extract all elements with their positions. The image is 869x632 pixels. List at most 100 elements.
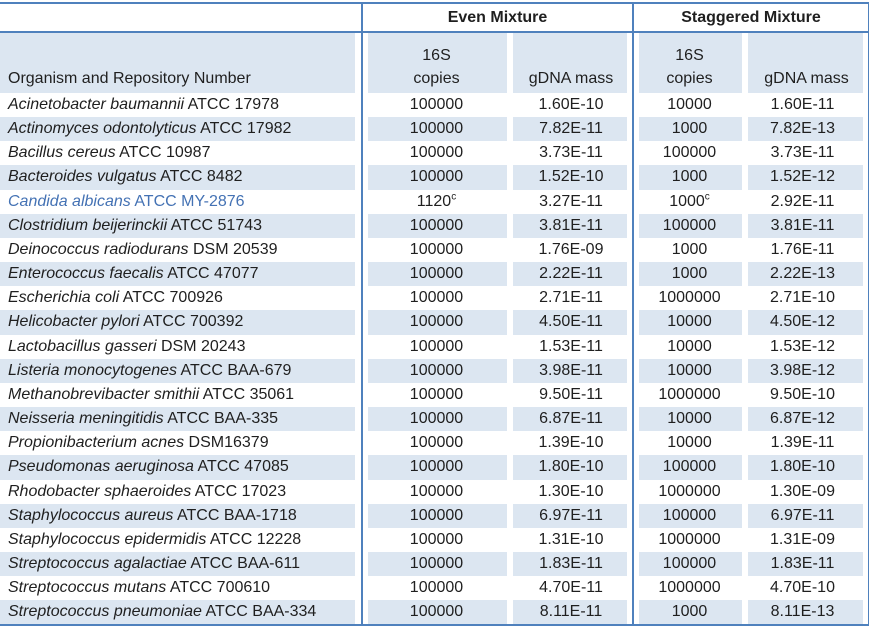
- staggered-gdna-mass-cell: 1.76E-11: [745, 237, 869, 263]
- staggered-16s-copies-cell: 100000: [633, 504, 745, 528]
- staggered-gdna-mass-cell: 8.11E-13: [745, 600, 869, 626]
- repository-number: ATCC BAA-679: [176, 361, 292, 379]
- table-row: Propionibacterium acnes DSM16379 100000 1.…: [0, 431, 869, 456]
- organism-cell: Enterococcus faecalis ATCC 47077: [0, 262, 363, 287]
- staggered-gdna-mass-cell: 1.60E-11: [745, 93, 869, 118]
- even-gdna-mass-cell: 3.81E-11: [510, 213, 634, 238]
- even-gdna-mass-cell: 1.52E-10: [510, 165, 634, 190]
- staggered-gdna-mass-column-header: gDNA mass: [745, 32, 869, 93]
- table-row: Listeria monocytogenes ATCC BAA-679 10000…: [0, 358, 869, 383]
- staggered-gdna-mass-cell: 9.50E-10: [745, 382, 869, 408]
- staggered-gdna-mass-cell: 2.22E-13: [745, 262, 869, 287]
- table-row: Streptococcus mutans ATCC 700610 100000 4.…: [0, 576, 869, 601]
- table-row: Streptococcus pneumoniae ATCC BAA-334 100…: [0, 600, 869, 626]
- even-16s-label: 16S: [422, 47, 451, 64]
- organism-name: Pseudomonas aeruginosa: [8, 458, 194, 476]
- even-16s-copies-cell: 100000: [362, 335, 510, 359]
- staggered-gdna-mass-cell: 1.52E-12: [745, 165, 869, 190]
- even-16s-copies-cell: 100000: [362, 359, 510, 383]
- even-16s-copies-cell: 100000: [362, 383, 510, 407]
- staggered-gdna-mass-cell: 4.70E-10: [745, 576, 869, 601]
- table-row: Staphylococcus aureus ATCC BAA-1718 10000…: [0, 503, 869, 528]
- corner-cell: [0, 3, 363, 33]
- organism-column-header-label: Organism and Repository Number: [8, 70, 251, 87]
- staggered-16s-copies-cell: 10000: [633, 407, 745, 431]
- even-16s-copies-column-header: 16S copies: [362, 32, 510, 93]
- organism-name: Listeria monocytogenes: [8, 361, 177, 379]
- staggered-gdna-mass-label: gDNA mass: [764, 70, 849, 87]
- organism-cell: Staphylococcus aureus ATCC BAA-1718: [0, 503, 363, 528]
- repository-number: ATCC BAA-1718: [173, 506, 297, 524]
- even-gdna-mass-cell: 3.73E-11: [510, 141, 634, 166]
- organism-cell: Bacteroides vulgatus ATCC 8482: [0, 165, 363, 190]
- repository-number: ATCC BAA-335: [163, 410, 279, 428]
- organism-name: Enterococcus faecalis: [8, 265, 164, 283]
- organism-cell: Neisseria meningitidis ATCC BAA-335: [0, 407, 363, 432]
- even-gdna-mass-cell: 3.98E-11: [510, 358, 634, 383]
- even-16s-copies-cell: 100000: [362, 262, 510, 286]
- table-row: Enterococcus faecalis ATCC 47077 100000 2.…: [0, 262, 869, 287]
- organism-cell: Listeria monocytogenes ATCC BAA-679: [0, 358, 363, 383]
- staggered-gdna-mass-cell: 2.71E-10: [745, 286, 869, 311]
- even-16s-copies-cell: 1120c: [362, 190, 510, 214]
- staggered-gdna-mass-cell: 1.31E-09: [745, 527, 869, 552]
- even-gdna-mass-cell: 1.60E-10: [510, 93, 634, 118]
- repository-number: ATCC MY-2876: [130, 192, 245, 210]
- even-gdna-mass-cell: 8.11E-11: [510, 600, 634, 626]
- staggered-gdna-mass-cell: 2.92E-11: [745, 189, 869, 214]
- repository-number: ATCC 10987: [115, 144, 211, 162]
- organism-name: Candida albicans: [8, 192, 131, 210]
- organism-cell: Streptococcus mutans ATCC 700610: [0, 576, 363, 601]
- staggered-16s-copies-cell: 1000: [633, 600, 745, 625]
- even-gdna-mass-cell: 1.30E-10: [510, 479, 634, 504]
- even-gdna-mass-cell: 3.27E-11: [510, 189, 634, 214]
- organism-name: Methanobrevibacter smithii: [8, 385, 200, 403]
- organism-name: Rhodobacter sphaeroides: [8, 482, 192, 500]
- even-16s-copies-cell: 100000: [362, 310, 510, 334]
- organism-name: Streptococcus agalactiae: [8, 554, 187, 572]
- organism-cell: Clostridium beijerinckii ATCC 51743: [0, 213, 363, 238]
- even-gdna-mass-cell: 9.50E-11: [510, 382, 634, 408]
- even-gdna-mass-cell: 1.83E-11: [510, 551, 634, 577]
- staggered-16s-copies-cell: 1000000: [633, 528, 745, 552]
- staggered-gdna-mass-cell: 1.39E-11: [745, 431, 869, 456]
- even-copies-label: copies: [413, 70, 460, 87]
- even-gdna-mass-cell: 1.80E-10: [510, 455, 634, 480]
- organism-cell: Rhodobacter sphaeroides ATCC 17023: [0, 479, 363, 504]
- staggered-gdna-mass-cell: 1.80E-10: [745, 455, 869, 480]
- staggered-16s-copies-column-header: 16S copies: [633, 32, 745, 93]
- organism-cell: Actinomyces odontolyticus ATCC 17982: [0, 117, 363, 142]
- table-row: Candida albicans ATCC MY-2876 1120c 3.27E-…: [0, 189, 869, 214]
- table-row: Methanobrevibacter smithii ATCC 35061 100…: [0, 382, 869, 408]
- organism-cell: Bacillus cereus ATCC 10987: [0, 141, 363, 166]
- organism-cell: Helicobacter pylori ATCC 700392: [0, 310, 363, 335]
- even-16s-copies-cell: 100000: [362, 214, 510, 238]
- staggered-16s-copies-cell: 1000000: [633, 286, 745, 310]
- repository-number: ATCC 51743: [167, 216, 263, 234]
- table-row: Neisseria meningitidis ATCC BAA-335 10000…: [0, 407, 869, 432]
- repository-number: ATCC 35061: [199, 385, 295, 403]
- staggered-gdna-mass-cell: 3.98E-12: [745, 358, 869, 383]
- organism-name: Neisseria meningitidis: [8, 410, 164, 428]
- staggered-16s-copies-cell: 10000: [633, 335, 745, 359]
- table-row: Helicobacter pylori ATCC 700392 100000 4.5…: [0, 310, 869, 335]
- even-16s-copies-cell: 100000: [362, 141, 510, 165]
- staggered-gdna-mass-cell: 4.50E-12: [745, 310, 869, 335]
- repository-number: DSM 20539: [188, 240, 278, 258]
- organism-cell: Deinococcus radiodurans DSM 20539: [0, 237, 363, 263]
- even-16s-copies-cell: 100000: [362, 480, 510, 504]
- footnote-marker: c: [451, 191, 457, 203]
- repository-number: ATCC 47077: [163, 265, 259, 283]
- even-16s-copies-cell: 100000: [362, 552, 510, 576]
- staggered-16s-copies-cell: 1000: [633, 238, 745, 262]
- staggered-16s-copies-cell: 100000: [633, 552, 745, 576]
- repository-number: ATCC 17982: [196, 120, 292, 138]
- organism-cell: Acinetobacter baumannii ATCC 17978: [0, 93, 363, 118]
- organism-cell: Streptococcus agalactiae ATCC BAA-611: [0, 551, 363, 577]
- table-row: Lactobacillus gasseri DSM 20243 100000 1.5…: [0, 334, 869, 359]
- even-gdna-mass-cell: 1.53E-11: [510, 334, 634, 359]
- staggered-16s-copies-cell: 1000000: [633, 480, 745, 504]
- repository-number: ATCC BAA-334: [201, 603, 317, 621]
- organism-name: Clostridium beijerinckii: [8, 216, 168, 234]
